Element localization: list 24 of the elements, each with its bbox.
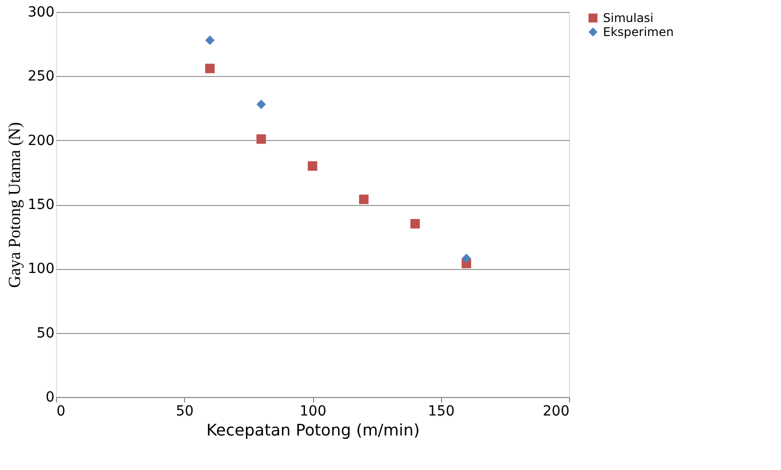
point [410, 219, 420, 228]
x-tick-label: 50 [176, 404, 194, 420]
point [359, 194, 369, 204]
y-tick-label: 0 [46, 390, 54, 406]
x-tick-label: 0 [56, 404, 66, 420]
point [462, 254, 472, 264]
point [205, 35, 215, 45]
y-tick-label: 250 [28, 68, 54, 85]
y-tick-label: 300 [28, 4, 54, 20]
legend-label: Eksperimen [603, 25, 674, 39]
point [205, 64, 215, 74]
y-tick-label: 150 [28, 197, 54, 213]
y-tick-label: 200 [28, 132, 54, 149]
y-axis-title: Gaya Potong Utama (N) [4, 122, 24, 288]
legend-label: Simulasi [603, 11, 654, 25]
x-axis-title: Kecepatan Potong (m/min) [206, 420, 420, 440]
y-tick-label: 100 [28, 261, 54, 278]
x-tick-label: 150 [428, 404, 455, 420]
x-tick-label: 100 [300, 404, 326, 420]
point [256, 100, 266, 110]
x-tick-label: 200 [542, 404, 570, 420]
point [308, 161, 318, 171]
point [256, 134, 266, 144]
y-tick-label: 50 [36, 325, 54, 342]
